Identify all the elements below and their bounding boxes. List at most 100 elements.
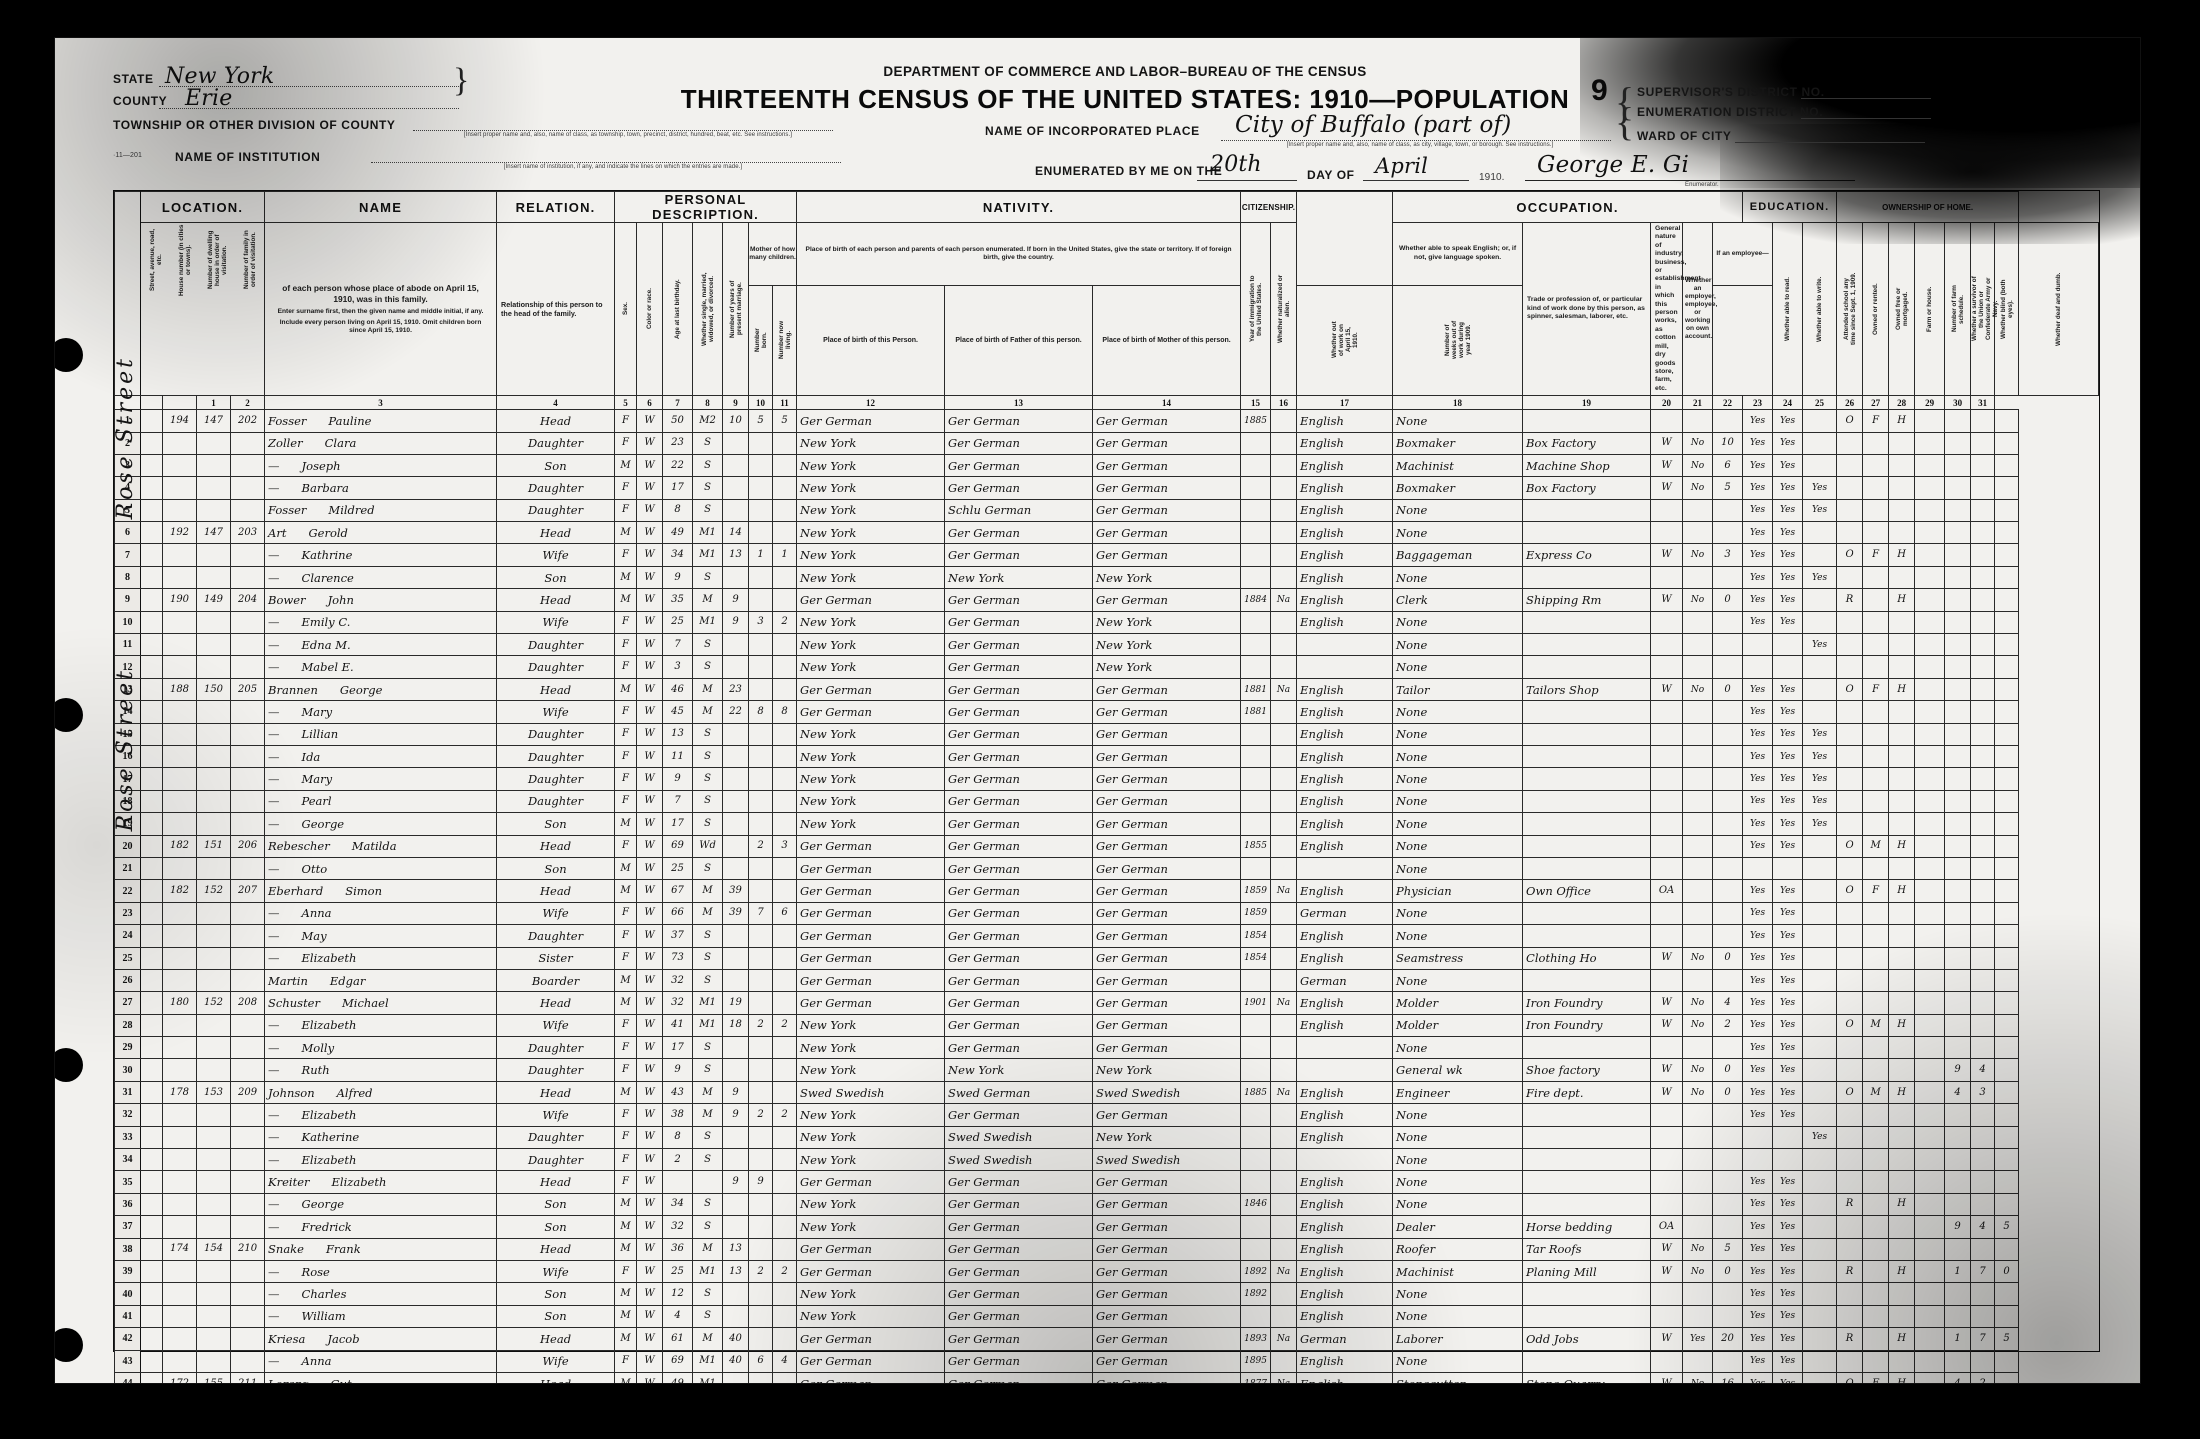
cell-ofm[interactable] [1862, 498, 1890, 523]
table-row[interactable]: 15— Lillian Daughter F W 13 S New York Ger Germa… [114, 722, 2099, 746]
cell-immig[interactable]: 1901 [1240, 991, 1272, 1015]
cell-blind[interactable] [1970, 565, 1996, 590]
cell-dwelling[interactable] [162, 453, 197, 478]
cell-dwelling[interactable] [162, 1327, 197, 1351]
cell-born[interactable] [748, 1148, 774, 1172]
cell-natur[interactable] [1270, 924, 1298, 948]
cell-living[interactable] [772, 1237, 798, 1261]
cell-pob[interactable]: Swed Swedish [796, 1080, 946, 1105]
cell-ofm[interactable] [1862, 767, 1890, 791]
cell-name[interactable]: Kriesa Jacob [264, 1327, 498, 1351]
cell-born[interactable] [748, 991, 774, 1015]
cell-mil[interactable] [1944, 431, 1972, 455]
cell-yrsmar[interactable] [722, 722, 750, 746]
cell-name[interactable]: — Otto [264, 856, 498, 881]
cell-mil[interactable] [1944, 879, 1972, 903]
cell-race[interactable]: W [636, 521, 664, 545]
cell-yrsmar[interactable]: 9 [722, 588, 750, 612]
cell-family[interactable] [196, 633, 231, 657]
cell-age[interactable]: 37 [662, 924, 694, 948]
cell-mil[interactable] [1944, 1192, 1972, 1217]
cell-mil[interactable] [1944, 1103, 1972, 1127]
cell-dwelling[interactable]: 182 [162, 879, 197, 903]
cell-natur[interactable]: Na [1270, 1259, 1298, 1284]
cell-marital[interactable]: S [692, 655, 724, 679]
cell-fh[interactable] [1888, 1170, 1916, 1194]
cell-write[interactable] [1772, 856, 1804, 881]
cell-empl[interactable] [1650, 901, 1684, 926]
cell-dwelling[interactable]: 174 [162, 1237, 197, 1261]
cell-oow[interactable] [1682, 924, 1714, 948]
cell-pob[interactable]: Ger German [796, 991, 946, 1015]
cell-street[interactable] [140, 498, 163, 523]
cell-natur[interactable] [1270, 1058, 1298, 1082]
cell-visit[interactable] [229, 767, 266, 791]
cell-name[interactable]: — Elizabeth [264, 946, 498, 970]
cell-relation[interactable]: Son [496, 565, 616, 590]
cell-read[interactable] [1742, 633, 1774, 657]
cell-born[interactable] [748, 453, 774, 478]
cell-school[interactable] [1802, 1013, 1838, 1038]
cell-mil[interactable] [1944, 1125, 1972, 1150]
cell-street[interactable] [140, 901, 163, 926]
cell-wks[interactable]: 3 [1712, 543, 1744, 567]
cell-write[interactable]: Yes [1772, 744, 1804, 769]
cell-name[interactable]: — May [264, 924, 498, 948]
cell-natur[interactable] [1270, 409, 1298, 433]
cell-immig[interactable]: 1881 [1240, 700, 1272, 724]
cell-occ[interactable]: Boxmaker [1392, 431, 1524, 455]
cell-age[interactable]: 32 [662, 968, 694, 993]
cell-street[interactable] [140, 1237, 163, 1261]
cell-race[interactable]: W [636, 1237, 664, 1261]
cell-fh[interactable] [1888, 453, 1916, 478]
cell-age[interactable]: 61 [662, 1327, 694, 1351]
cell-own[interactable] [1836, 946, 1864, 970]
cell-born[interactable] [748, 812, 774, 836]
cell-pobf[interactable]: Ger German [944, 1282, 1094, 1306]
cell-pobm[interactable]: Ger German [1092, 453, 1242, 478]
cell-fh[interactable] [1888, 521, 1916, 545]
cell-empl[interactable] [1650, 610, 1684, 635]
cell-family[interactable] [196, 968, 231, 993]
cell-pobm[interactable]: Ger German [1092, 476, 1242, 500]
cell-name[interactable]: — Emily C. [264, 610, 498, 635]
cell-ofm[interactable] [1862, 1327, 1890, 1351]
cell-school[interactable] [1802, 655, 1838, 679]
cell-blind[interactable] [1970, 879, 1996, 903]
cell-age[interactable]: 8 [662, 498, 694, 523]
cell-pobm[interactable]: Ger German [1092, 879, 1242, 903]
cell-family[interactable] [196, 789, 231, 814]
cell-oow[interactable] [1682, 610, 1714, 635]
cell-read[interactable]: Yes [1742, 610, 1774, 635]
cell-blind[interactable] [1970, 812, 1996, 836]
cell-read[interactable] [1742, 1125, 1774, 1150]
cell-deaf[interactable] [1994, 1058, 2020, 1082]
cell-ofm[interactable] [1862, 1058, 1890, 1082]
cell-empl[interactable]: W [1650, 677, 1684, 702]
cell-blind[interactable] [1970, 453, 1996, 478]
cell-farm[interactable] [1914, 1058, 1946, 1082]
cell-natur[interactable] [1270, 453, 1298, 478]
cell-race[interactable]: W [636, 1304, 664, 1329]
cell-lang[interactable]: English [1296, 1349, 1394, 1373]
cell-farm[interactable] [1914, 453, 1946, 478]
cell-wks[interactable] [1712, 565, 1744, 590]
table-row[interactable]: 13 188 150 205 Brannen George Head M W 46 M 23 Ger G… [114, 677, 2099, 702]
cell-blind[interactable] [1970, 1237, 1996, 1261]
cell-yrsmar[interactable]: 39 [722, 901, 750, 926]
cell-visit[interactable] [229, 1349, 266, 1373]
cell-farm[interactable] [1914, 1349, 1946, 1373]
cell-mil[interactable] [1944, 901, 1972, 926]
cell-blind[interactable]: 2 [1970, 1371, 1996, 1383]
cell-oow[interactable] [1682, 767, 1714, 791]
cell-marital[interactable]: M [692, 1080, 724, 1105]
cell-fh[interactable] [1888, 1282, 1916, 1306]
cell-street[interactable] [140, 521, 163, 545]
cell-immig[interactable] [1240, 722, 1272, 746]
cell-ind[interactable]: Iron Foundry [1522, 991, 1652, 1015]
cell-occ[interactable]: Seamstress [1392, 946, 1524, 970]
cell-pobf[interactable]: Ger German [944, 1170, 1094, 1194]
cell-fh[interactable] [1888, 1125, 1916, 1150]
cell-pob[interactable]: Ger German [796, 1349, 946, 1373]
cell-marital[interactable]: S [692, 431, 724, 455]
